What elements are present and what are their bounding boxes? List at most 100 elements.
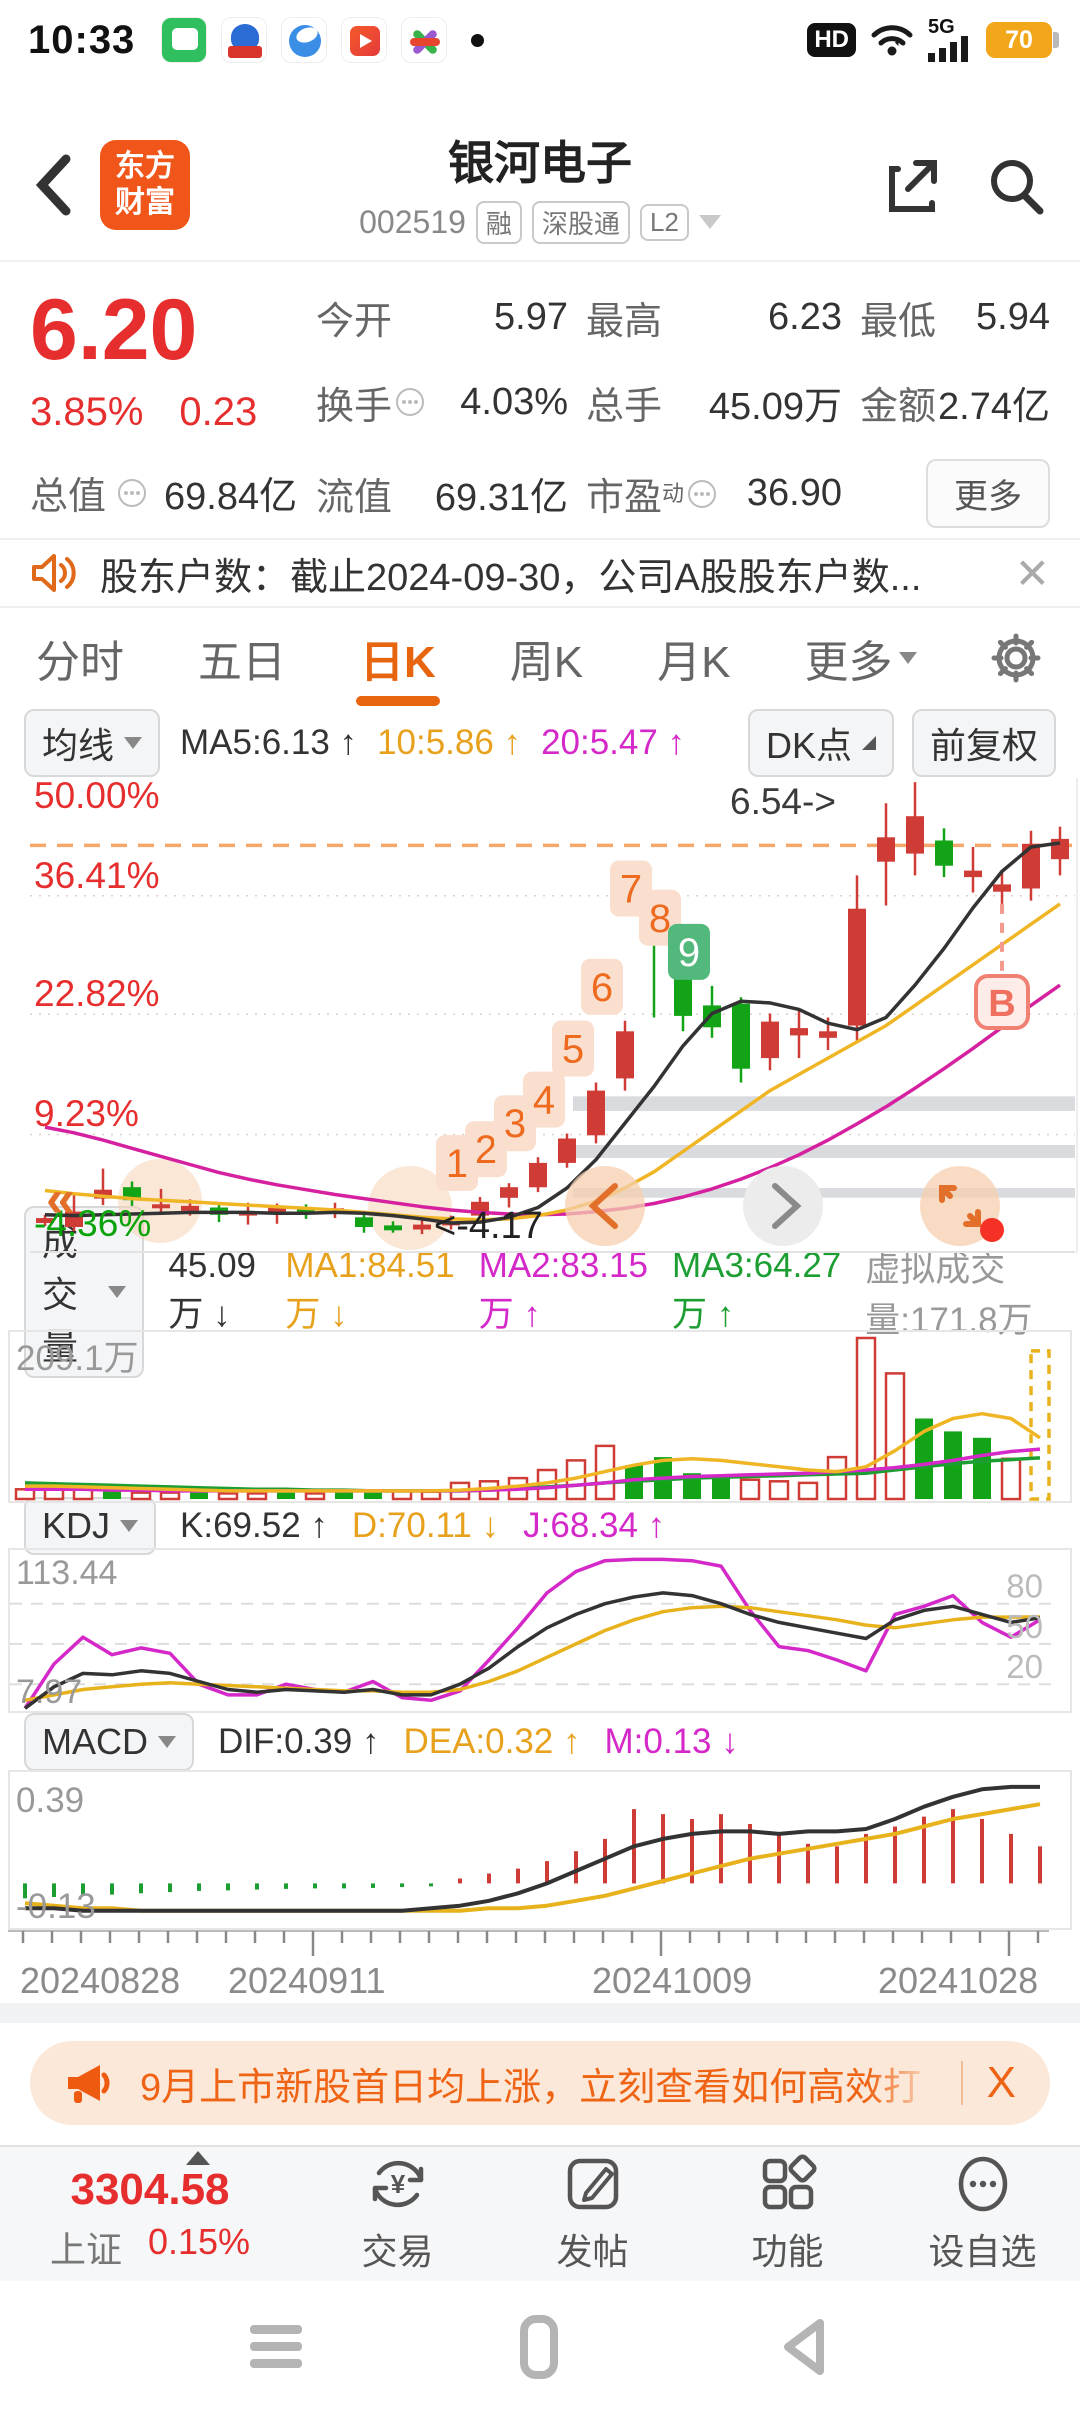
watchlist-icon (958, 2156, 1007, 2212)
nav-trade[interactable]: ¥ 交易 (300, 2153, 495, 2275)
menu-button[interactable] (250, 2317, 302, 2376)
info-icon[interactable] (118, 478, 147, 507)
volume-ma3: MA3:64.27万 ↑ (671, 1246, 842, 1334)
svg-text:36.41%: 36.41% (34, 855, 160, 896)
close-icon[interactable]: ✕ (1014, 549, 1050, 597)
connect-badge: 深股通 (531, 200, 630, 244)
svg-text:20: 20 (1006, 1648, 1043, 1685)
browser-app-icon (281, 17, 328, 63)
tab-minute[interactable]: 分时 (36, 638, 124, 687)
low-label: 最低 (860, 301, 937, 343)
info-icon[interactable] (688, 479, 717, 508)
mktcap-label: 总值 (30, 476, 107, 518)
kdj-selector-button[interactable]: KDJ (24, 1496, 157, 1555)
battery-icon: 70 (986, 22, 1059, 58)
nav-watchlist[interactable]: 设自选 (885, 2153, 1080, 2275)
period-tabs: 分时 五日 日K 周K 月K 更多 (0, 608, 1080, 708)
svg-text:<-4.17: <-4.17 (434, 1205, 543, 1247)
macd-selector-button[interactable]: MACD (24, 1712, 194, 1771)
more-button[interactable]: 更多 (926, 459, 1050, 528)
share-icon[interactable] (884, 155, 942, 213)
tab-weekly-k[interactable]: 周K (509, 638, 584, 687)
section-divider (0, 2003, 1080, 2023)
corner-icon (861, 736, 876, 750)
chevron-down-icon (120, 1519, 139, 1532)
collapse-handle-icon[interactable] (186, 2151, 210, 2165)
messages-app-icon (161, 17, 208, 63)
svg-text:3: 3 (504, 1102, 526, 1146)
volume-current: 45.09万 ↓ (168, 1246, 257, 1334)
nav-post[interactable]: 发帖 (495, 2153, 690, 2275)
promo-banner[interactable]: 9月上市新股首日均上涨，立刻查看如何高效打 X (30, 2041, 1050, 2125)
svg-text:113.44: 113.44 (16, 1554, 117, 1592)
back-button[interactable] (34, 153, 94, 217)
svg-text:6.54->: 6.54-> (730, 781, 836, 822)
mktcap-value: 69.84亿 (164, 476, 298, 518)
forward-adjust-button[interactable]: 前复权 (911, 709, 1056, 777)
l2-badge: L2 (639, 203, 689, 241)
wifi-icon (871, 25, 913, 56)
nav-functions[interactable]: 功能 (690, 2153, 885, 2275)
kchart-toolbar: 均线 MA5:6.13 ↑ 10:5.86 ↑ 20:5.47 ↑ DK点 前复… (0, 708, 1080, 778)
chevron-down-icon (158, 1735, 176, 1748)
svg-text:¥: ¥ (390, 2169, 405, 2199)
pe-dynamic-sup: 动 (662, 480, 685, 506)
ma-selector-button[interactable]: 均线 (24, 709, 161, 777)
kdj-chart[interactable]: 113.44 7.97 80 50 20 (8, 1548, 1072, 1713)
status-bar: 10:33 HD 5G (0, 0, 1080, 80)
date-ruler (8, 1930, 1072, 1958)
macd-chart[interactable]: 0.39 -0.13 (8, 1770, 1072, 1930)
news-ticker[interactable]: 股东户数：截止2024-09-30，公司A股股东户数... ✕ (0, 538, 1080, 608)
svg-text:-0.13: -0.13 (16, 1887, 96, 1926)
volume-selector-button[interactable]: 成交量 (24, 1205, 145, 1378)
notification-dot (471, 33, 485, 47)
macd-header: MACD DIF:0.39 ↑ DEA:0.32 ↑ M:0.13 ↓ (0, 1712, 1080, 1771)
volume-chart[interactable]: 209.1万 (8, 1330, 1072, 1503)
svg-text:22.82%: 22.82% (34, 973, 160, 1014)
svg-text:7: 7 (620, 868, 642, 912)
svg-text:9.23%: 9.23% (34, 1093, 139, 1134)
grid-icon (762, 2154, 817, 2210)
kdj-d: D:70.11 ↓ (351, 1505, 500, 1545)
tab-monthly-k[interactable]: 月K (657, 638, 731, 687)
gear-icon[interactable] (988, 630, 1044, 686)
high-label: 最高 (586, 301, 663, 343)
close-icon[interactable]: X (986, 2058, 1016, 2107)
volume-label: 总手 (586, 385, 663, 428)
svg-text:9: 9 (678, 931, 700, 975)
promo-text[interactable]: 9月上市新股首日均上涨，立刻查看如何高效打 (140, 2055, 937, 2111)
svg-text:-4.36%: -4.36% (34, 1203, 151, 1244)
home-button[interactable] (520, 2314, 558, 2379)
tab-daily-k[interactable]: 日K (360, 612, 436, 704)
macd-dif: DIF:0.39 ↑ (218, 1721, 380, 1761)
candlestick-chart[interactable]: 1 2 3 4 5 6 7 8 9 50.00% 36.41% 22.82% 9.23% -4.36% 6.… (30, 778, 1078, 1253)
svg-text:B: B (988, 983, 1015, 1025)
chevron-down-icon[interactable] (698, 215, 721, 229)
svg-text:4: 4 (533, 1079, 555, 1123)
dk-point-button[interactable]: DK点 (747, 709, 894, 777)
search-icon[interactable] (986, 155, 1046, 215)
date-label: 20240828 (20, 1960, 181, 2001)
date-label: 20241028 (878, 1960, 1039, 2001)
android-nav-bar (0, 2281, 1080, 2412)
news-text[interactable]: 股东户数：截止2024-09-30，公司A股股东户数... (100, 556, 922, 599)
volume-ma1: MA1:84.51万 ↓ (285, 1246, 455, 1334)
pe-value: 36.90 (746, 472, 842, 514)
pe-label: 市盈 (586, 477, 663, 519)
index-quote[interactable]: 3304.58 上证 0.15% (0, 2155, 300, 2273)
macd-m: M:0.13 ↓ (604, 1721, 739, 1761)
info-icon[interactable] (396, 388, 425, 416)
tab-more[interactable]: 更多 (805, 626, 917, 690)
change-percent: 3.85% (30, 390, 144, 434)
notification-app-icons (161, 17, 485, 63)
back-nav-button[interactable] (776, 2315, 830, 2379)
chevron-down-icon (108, 1285, 127, 1298)
turnover-label: 换手 (316, 385, 393, 428)
knot-app-icon (401, 17, 448, 63)
index-name: 上证 (49, 2229, 122, 2270)
margin-badge: 融 (475, 200, 522, 244)
svg-text:5: 5 (562, 1028, 584, 1072)
tab-5day[interactable]: 五日 (198, 638, 286, 687)
divider (960, 2061, 963, 2105)
date-label: 20241009 (592, 1960, 753, 2001)
